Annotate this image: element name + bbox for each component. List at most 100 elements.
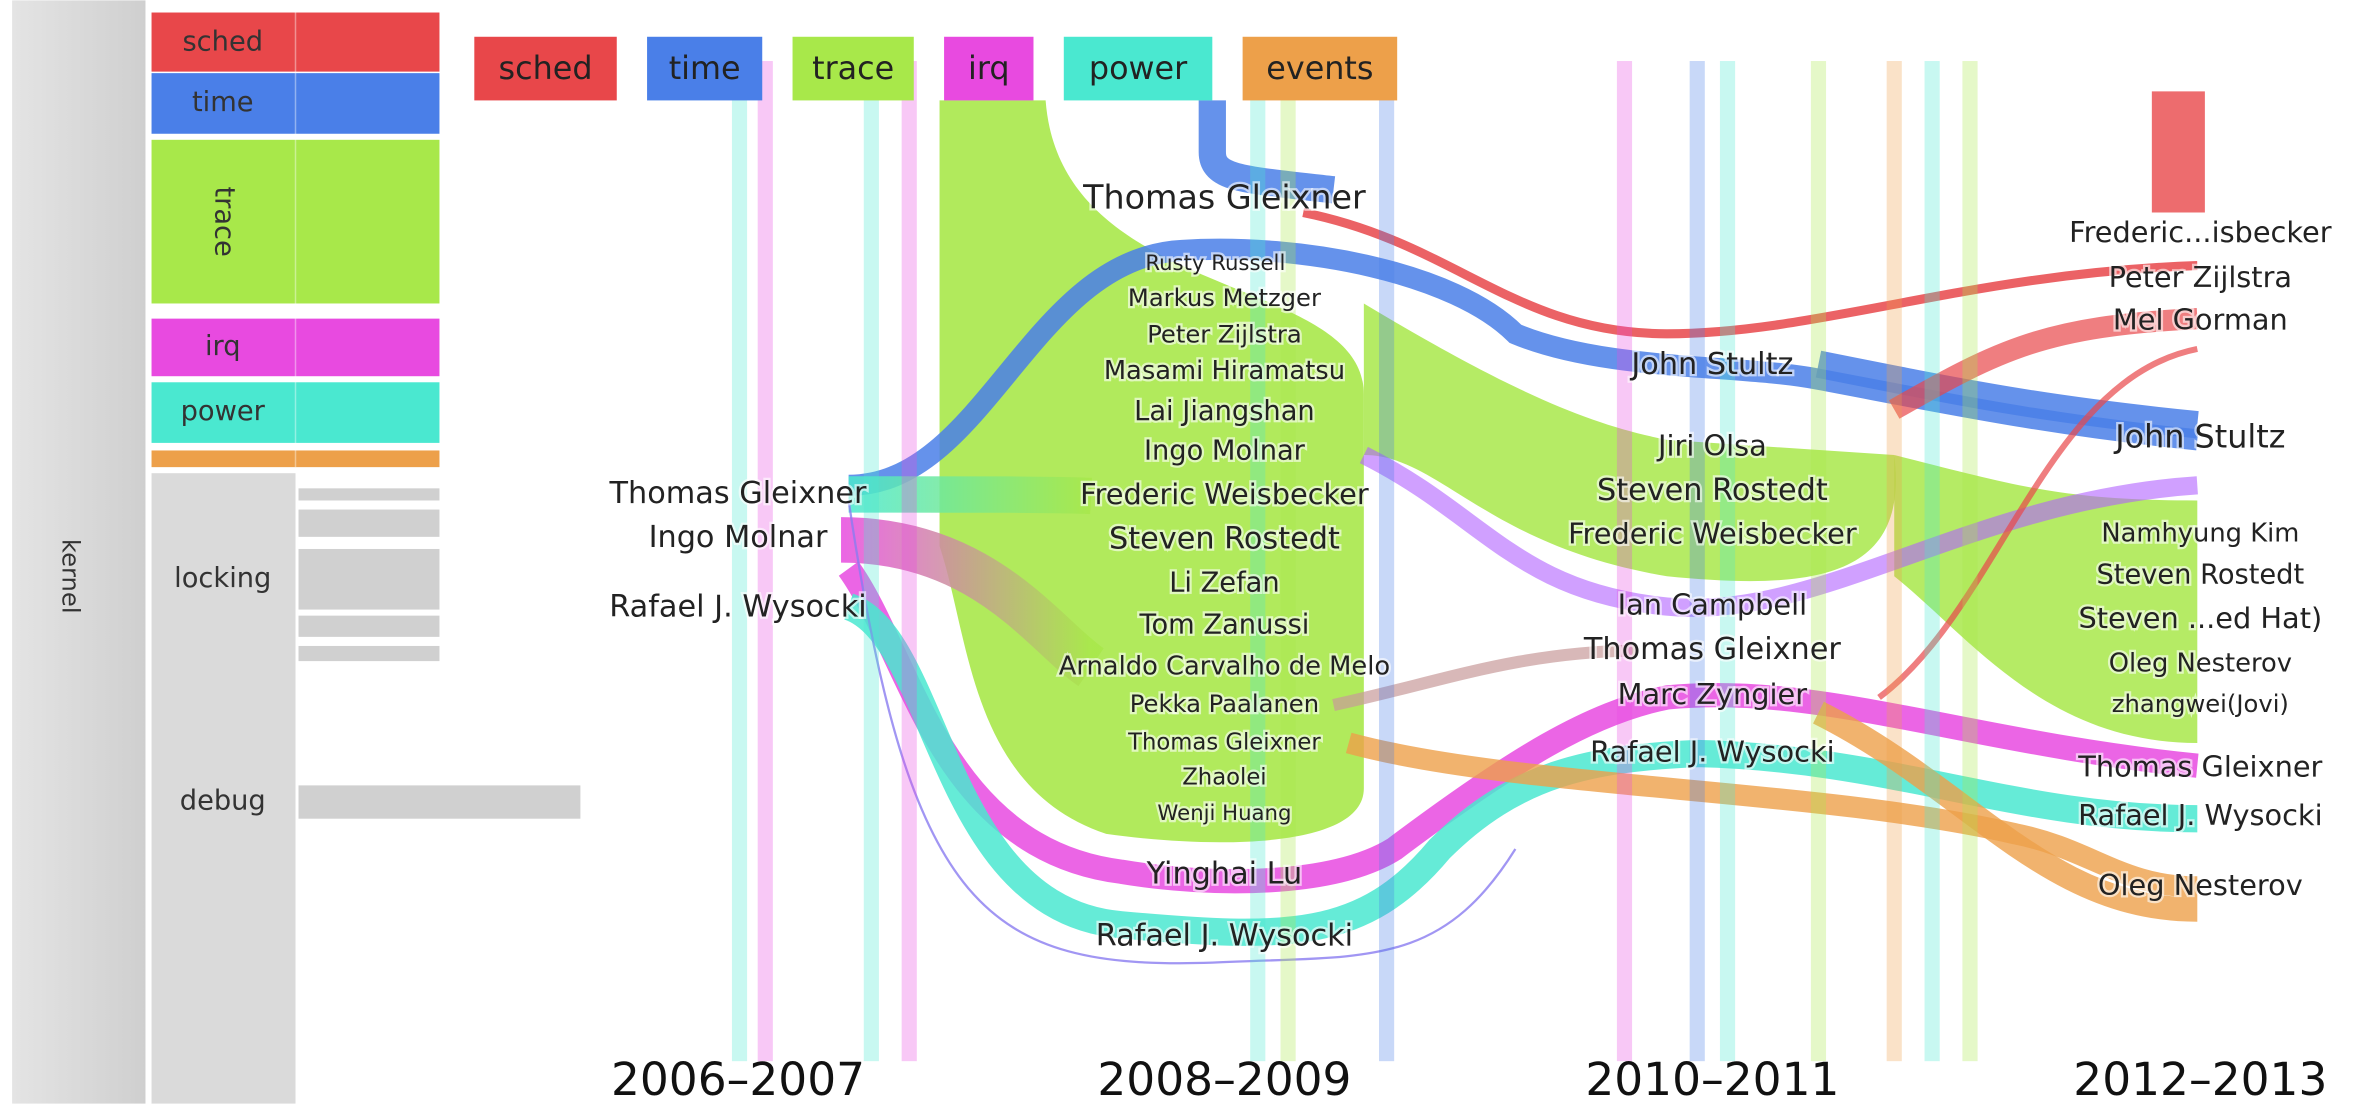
flow (1888, 308, 2198, 419)
column-strip (1962, 61, 1978, 1062)
author-name: Marc Zyngier (1618, 677, 1808, 711)
root-bar (12, 0, 146, 1104)
legend-label: events (1266, 49, 1373, 87)
author-name: Rafael J. Wysocki (1590, 735, 1835, 769)
module-bar (151, 73, 440, 134)
flow (1815, 350, 2199, 439)
flow-area (2151, 91, 2205, 213)
module-bar (151, 382, 440, 443)
legend-label: sched (499, 49, 593, 87)
column-strip (863, 61, 879, 1062)
author-name: Thomas Gleixner (2077, 750, 2322, 784)
module-bar (151, 139, 440, 304)
author-name: Thomas Gleixner (1127, 729, 1321, 755)
flow (843, 593, 2198, 946)
author-name: Steven Rostedt (2096, 560, 2304, 591)
flow (848, 476, 1092, 515)
module-label: locking (174, 563, 271, 594)
author-name: Thomas Gleixner (609, 476, 867, 511)
flow-area (1363, 303, 1896, 582)
author-name: Ingo Molnar (649, 520, 828, 555)
author-name: Rafael J. Wysocki (1096, 918, 1353, 953)
flow (840, 517, 1105, 687)
year-label: 2012–2013 (2073, 1053, 2327, 1104)
author-name: Ian Campbell (1618, 588, 1808, 622)
column-strip (1379, 61, 1395, 1062)
module-bar (151, 450, 440, 468)
column-strip (901, 61, 917, 1062)
author-name: Arnaldo Carvalho de Melo (1059, 652, 1390, 682)
legend-label: irq (968, 49, 1010, 87)
module-label: irq (205, 331, 241, 362)
author-name: Yinghai Lu (1146, 856, 1303, 891)
module-bar (151, 473, 296, 1104)
flow (1345, 732, 2198, 898)
column-strip (1616, 61, 1633, 1062)
author-name: Thomas Gleixner (1583, 632, 1841, 667)
author-name: Markus Metzger (1128, 283, 1321, 312)
author-name: Rafael J. Wysocki (609, 590, 866, 625)
legend-swatch (474, 36, 617, 101)
hierarchy (12, 0, 581, 1104)
author-name: Steven Rostedt (1597, 473, 1828, 508)
legend-swatch (1242, 36, 1398, 101)
author-name: Jiri Olsa (1656, 428, 1767, 462)
author-name: Frederic Weisbecker (1080, 477, 1369, 511)
author-name: Namhyung Kim (2101, 518, 2299, 548)
module-bar (151, 12, 440, 72)
legend-label: time (669, 49, 741, 87)
author-name: Masami Hiramatsu (1104, 356, 1345, 386)
legend-swatch (792, 36, 914, 101)
author-name: John Stultz (2113, 417, 2285, 455)
flow (1302, 208, 2198, 339)
author-name: Thomas Gleixner (1082, 177, 1366, 216)
module-label: trace (208, 186, 239, 256)
author-name: Frederic Weisbecker (1568, 516, 1857, 550)
column-strip (1280, 61, 1296, 1062)
module-label: debug (180, 786, 266, 817)
legend-label: trace (812, 49, 894, 87)
column-strip (1810, 61, 1827, 1062)
flows (731, 61, 2205, 1062)
column-strip (731, 61, 748, 1062)
sub-bars (298, 488, 581, 819)
module-bar (151, 318, 440, 377)
year-label: 2010–2011 (1585, 1053, 1839, 1104)
column-strip (757, 61, 773, 1062)
author-name: Oleg Nesterov (2098, 868, 2303, 902)
year-label: 2006–2007 (611, 1053, 865, 1104)
legend-swatch (944, 36, 1034, 101)
flow (1198, 100, 1336, 204)
author-name: zhangwei(Jovi) (2112, 689, 2289, 718)
legend-swatch (1063, 36, 1213, 101)
author-name: Li Zefan (1169, 567, 1279, 598)
author-name: Tom Zanussi (1138, 610, 1309, 641)
module-label: sched (182, 26, 263, 57)
author-name: Zhaolei (1182, 764, 1266, 790)
author-name: Peter Zijlstra (2109, 260, 2292, 294)
legend-label: power (1089, 49, 1188, 87)
author-name: Peter Zijlstra (1147, 319, 1301, 348)
author-name: John Stultz (1629, 347, 1793, 382)
flow (847, 500, 1517, 965)
author-name: Steven ...ed Hat) (2078, 601, 2322, 635)
column-strip (1689, 61, 1705, 1062)
column-strip (1719, 61, 1736, 1062)
author-name: Wenji Huang (1157, 801, 1291, 826)
flow (1877, 345, 2198, 700)
author-name: Rusty Russell (1145, 251, 1285, 276)
column-strip (1924, 61, 1940, 1062)
author-name: Lai Jiangshan (1134, 396, 1315, 427)
author-name: Steven Rostedt (1109, 521, 1340, 556)
year-label: 2008–2009 (1097, 1053, 1351, 1104)
flow (1813, 701, 2198, 922)
column-strip (1886, 61, 1902, 1062)
author-name: Oleg Nesterov (2109, 649, 2292, 679)
legend-swatch (647, 36, 763, 101)
author-name: Rafael J. Wysocki (2078, 798, 2323, 832)
module-label: power (181, 396, 266, 427)
module-label: time (192, 87, 254, 118)
column-strip (1250, 61, 1266, 1062)
flow (1332, 644, 1637, 711)
author-name: Pekka Paalanen (1130, 689, 1319, 718)
